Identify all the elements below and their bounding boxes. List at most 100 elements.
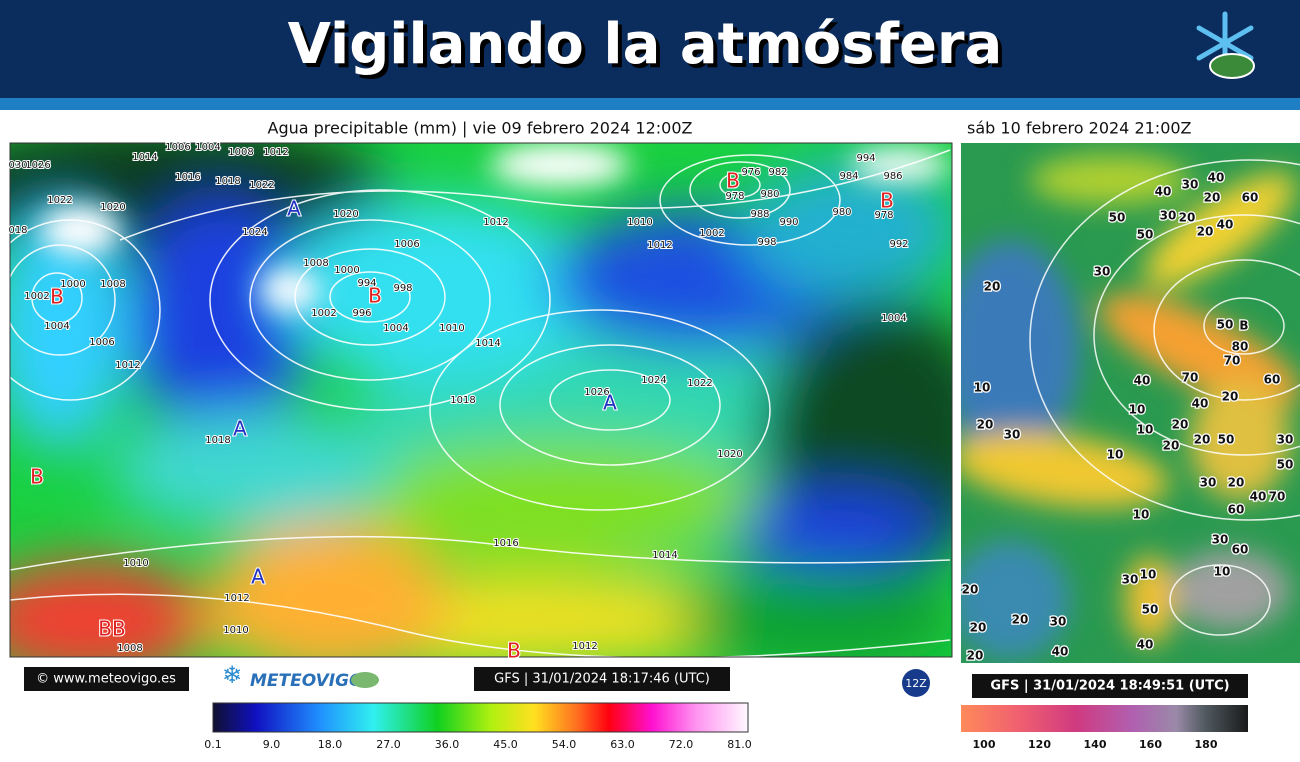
isobar-label: 1012 [483,217,508,228]
wind-label: 80 [1232,340,1249,354]
isobar-label: 1006 [165,142,190,153]
wind-label: 50 [1109,211,1126,225]
pressure-center: A [603,391,617,415]
wind-label: 60 [1232,543,1249,557]
logo-icon [1196,11,1255,79]
isobar-label: 1008 [228,147,253,158]
wind-label: 60 [1228,503,1245,517]
precip-map [10,143,952,657]
isobar-label: 1012 [263,147,288,158]
wind-label: 20 [1204,191,1221,205]
wind-label: 20 [984,280,1001,294]
run-badge-circle [902,669,930,697]
isobar-label: 988 [750,209,769,220]
isobar-label: 1004 [44,321,69,332]
isobar-label: 030 [8,160,27,171]
isobar-label: 996 [352,308,371,319]
isobar-label: 1010 [439,323,464,334]
isobar-label: 1008 [303,258,328,269]
isobar-label: 1012 [224,593,249,604]
colorbar-label: 180 [1195,738,1218,751]
isobar-label: 1008 [117,643,142,654]
wind-label: 30 [1122,573,1139,587]
wind-label: 40 [1250,490,1267,504]
map-frame [9,142,953,658]
brand-icon: ❄ [222,661,242,689]
isobar-label: 1016 [493,538,518,549]
wind-label: 30 [1004,428,1021,442]
header-stripe [0,98,1300,110]
colorbar-label: 54.0 [552,738,577,751]
isobar-label: 978 [874,210,893,221]
isobar-label: 1000 [334,265,359,276]
wind-label: 40 [1155,185,1172,199]
pressure-center: B [368,284,382,308]
isobar-label: 1002 [311,308,336,319]
isobar-label: 978 [725,191,744,202]
isobar-label: 1010 [223,625,248,636]
pressure-center: A [251,565,265,589]
isobar-label: 1018 [215,176,240,187]
isobar-label: 1014 [132,152,157,163]
wind-label: 30 [1160,209,1177,223]
isobar-label: 1020 [333,209,358,220]
isobar-label: 1020 [717,449,742,460]
isobar-label: 1018 [205,435,230,446]
isobar-label: 990 [779,217,798,228]
isobar-label: 018 [8,225,27,236]
colorbar-label: 160 [1139,738,1162,751]
pressure-center: B [1239,319,1248,333]
wind-map [961,143,1300,663]
colorbar-label: 9.0 [263,738,281,751]
pressure-center: B [50,285,64,309]
wind-label: 20 [1197,225,1214,239]
wind-label: 50 [1277,458,1294,472]
isobar-label: 1002 [24,291,49,302]
isobar-label: 998 [757,237,776,248]
isobar-label: 980 [832,207,851,218]
isobar-label: 1026 [25,160,50,171]
wind-label: 10 [1107,448,1124,462]
brand: METEOVIGO [250,671,363,691]
wind-label: 30 [1182,178,1199,192]
wind-label: 10 [1129,403,1146,417]
wind-label: 40 [1134,374,1151,388]
wind-label: 50 [1142,603,1159,617]
isobar-label: 980 [760,189,779,200]
wind-label: 40 [1137,638,1154,652]
wind-label: 20 [1194,433,1211,447]
pressure-center: B [507,639,521,663]
wind-label: 70 [1224,354,1241,368]
colorbar-label: 140 [1084,738,1107,751]
colorbar-label: 36.0 [435,738,460,751]
wind-label: 10 [1133,508,1150,522]
isobar-label: 1006 [89,337,114,348]
wind-label: 50 [1137,228,1154,242]
wind-label: 30 [1094,265,1111,279]
colorbar-label: 100 [973,738,996,751]
isobar-label: 1016 [175,172,200,183]
isobar-label: 1012 [572,641,597,652]
isobar-label: 1020 [100,202,125,213]
colorbar-label: 0.1 [204,738,222,751]
run-stamp: GFS | 31/01/2024 18:17:46 (UTC) [494,672,710,687]
wind-label: 20 [977,418,994,432]
wind-label: 10 [1137,423,1154,437]
header-title-shadow: Vigilando la atmósfera [292,16,1007,81]
wind-label: 70 [1182,371,1199,385]
stamp-box [972,674,1248,698]
isobar-label: 1018 [450,395,475,406]
colorbar-label: 63.0 [610,738,635,751]
pressure-center: B [30,465,44,489]
map-title: sáb 10 febrero 2024 21:00Z [967,119,1192,138]
wind-label: 40 [1217,218,1234,232]
isobar-label: 976 [741,167,760,178]
wind-label: 20 [1179,211,1196,225]
pressure-center: B [880,189,894,213]
wind-label: 50 [1218,433,1235,447]
wind-label: 50 [1217,318,1234,332]
wind-label: 70 [1269,490,1286,504]
brand-leaf [351,672,379,688]
credit-box [24,667,189,691]
